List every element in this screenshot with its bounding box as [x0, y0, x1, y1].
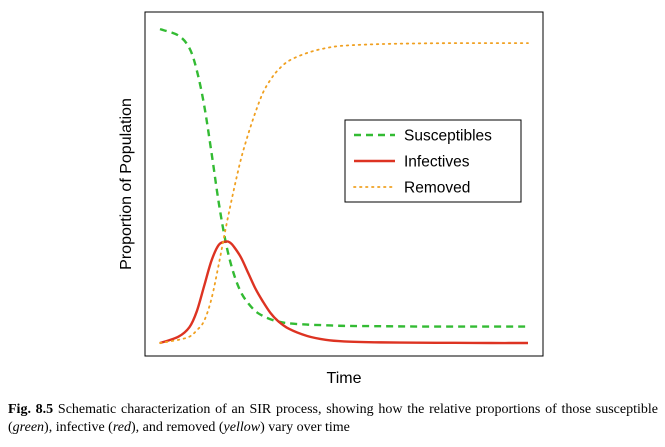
- caption-text-3: ), and removed (: [130, 420, 224, 435]
- series-line-removed: [159, 42, 529, 344]
- caption-text-2: ), infective (: [44, 420, 113, 435]
- x-axis-label: Time: [327, 370, 362, 387]
- sir-chart: Susceptibles Infectives Removed Time Propo…: [118, 11, 544, 387]
- legend-label-susceptibles: Susceptibles: [404, 128, 492, 145]
- caption-green: green: [12, 420, 45, 435]
- caption-yellow: yellow: [223, 420, 261, 435]
- figure-label: Fig. 8.5: [8, 402, 54, 417]
- figure-caption: Fig. 8.5 Schematic characterization of a…: [8, 401, 658, 437]
- series-line-susceptibles: [159, 28, 528, 328]
- caption-red: red: [112, 420, 131, 435]
- series-line-infectives: [159, 240, 529, 345]
- legend-label-infectives: Infectives: [404, 154, 470, 171]
- legend-items: Susceptibles Infectives Removed: [353, 128, 492, 197]
- y-axis-label: Proportion of Population: [118, 98, 135, 270]
- caption-text-1: Schematic characterization of an SIR pro…: [8, 402, 658, 435]
- legend-label-removed: Removed: [404, 180, 470, 197]
- legend: Susceptibles Infectives Removed: [344, 119, 522, 203]
- series-layer: [159, 28, 529, 345]
- plot-frame: [144, 11, 544, 357]
- caption-text-4: ) vary over time: [260, 420, 350, 435]
